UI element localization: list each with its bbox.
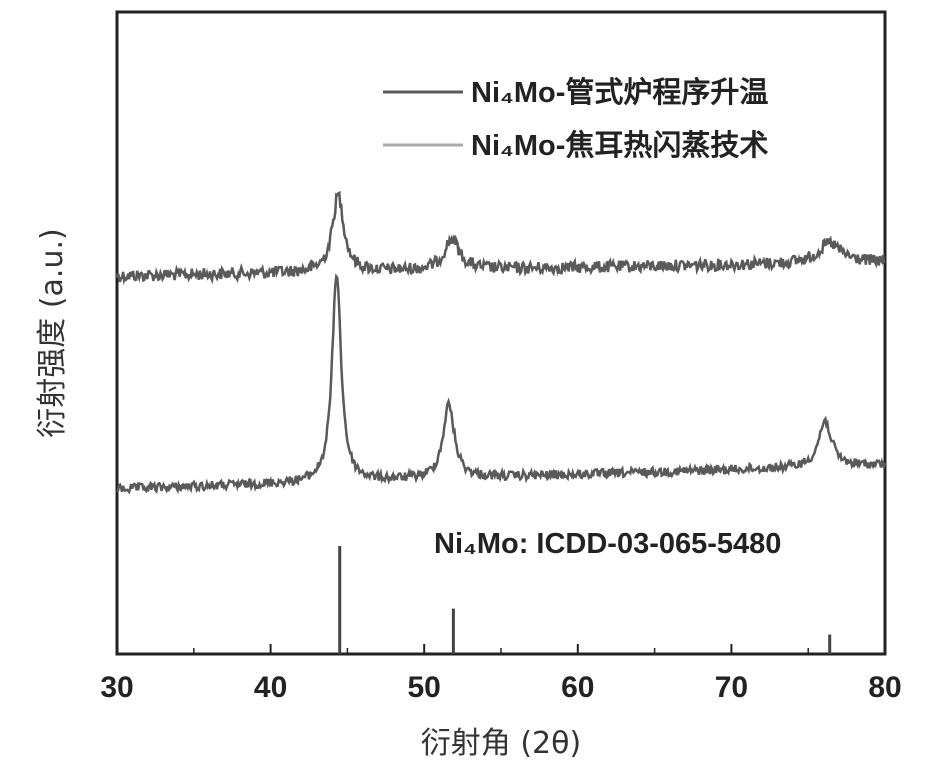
reference-label: Ni₄Mo: ICDD-03-065-5480 [434,528,781,560]
series-line-joule-heating [117,277,885,492]
x-tick-label: 50 [408,671,441,704]
reference-lines [340,546,830,654]
legend: Ni₄Mo-管式炉程序升温 Ni₄Mo-焦耳热闪蒸技术 [383,75,768,162]
legend-label-joule-heating: Ni₄Mo-焦耳热闪蒸技术 [471,128,768,162]
x-tick-label: 40 [254,671,287,704]
x-tick-label: 70 [715,671,748,704]
x-tick-label: 60 [561,671,594,704]
x-tick-labels: 30 40 50 60 70 80 [100,671,901,704]
series-line-tube-furnace [117,193,885,282]
x-axis-title: 衍射角 (2θ) [421,726,581,761]
legend-label-tube-furnace: Ni₄Mo-管式炉程序升温 [471,75,768,109]
y-axis-title: 衍射强度 (a.u.) [35,228,70,437]
x-tick-label: 30 [100,671,133,704]
x-tick-label: 80 [868,671,901,704]
